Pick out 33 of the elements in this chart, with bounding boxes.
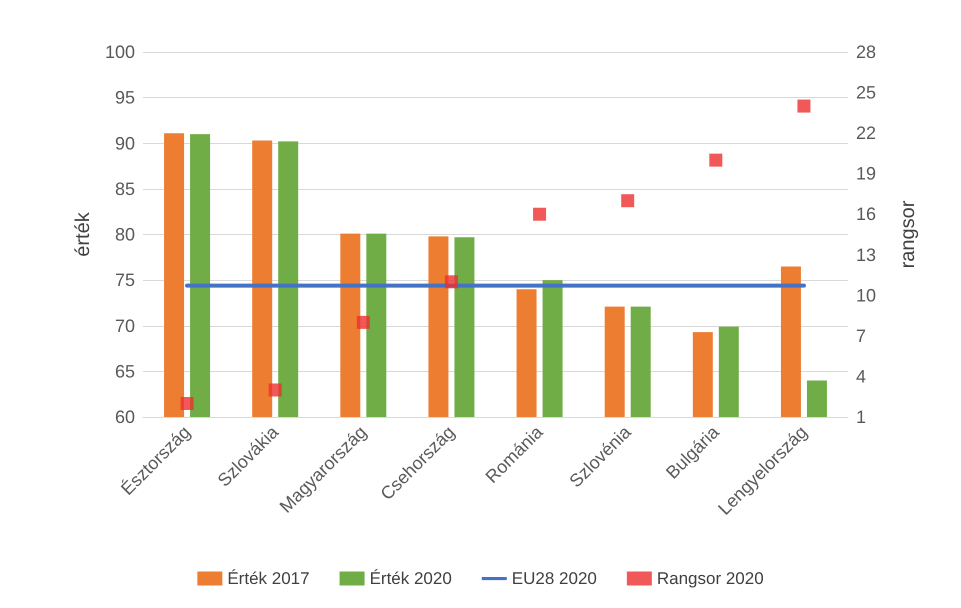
point xyxy=(268,383,282,396)
y-tick-label: 60 xyxy=(114,407,135,427)
y2-tick-label: 4 xyxy=(856,366,866,386)
y2-tick-label: 22 xyxy=(856,123,876,144)
legend-label: Rangsor 2020 xyxy=(656,569,764,588)
point xyxy=(797,100,810,113)
legend-label: Érték 2017 xyxy=(227,569,310,588)
point xyxy=(444,275,458,288)
y-tick-label: 65 xyxy=(114,361,135,382)
y2-axis-title: rangsor xyxy=(897,200,919,268)
y2-tick-label: 1 xyxy=(856,407,866,427)
y2-tick-label: 16 xyxy=(856,204,876,224)
point xyxy=(533,208,546,221)
point xyxy=(356,316,370,329)
y2-tick-label: 19 xyxy=(856,164,876,184)
y2-tick-label: 13 xyxy=(856,244,876,265)
y-tick-label: 80 xyxy=(114,224,135,244)
y-tick-label: 85 xyxy=(114,178,135,199)
legend-label: EU28 2020 xyxy=(512,569,597,588)
point xyxy=(709,154,722,167)
y-tick-label: 95 xyxy=(114,88,135,108)
legend-label: Érték 2020 xyxy=(370,569,452,588)
y-tick-label: 75 xyxy=(114,270,135,290)
y-tick-label: 100 xyxy=(104,42,135,62)
y-axis-title: érték xyxy=(72,211,94,257)
y2-tick-label: 7 xyxy=(856,326,866,346)
y-tick-label: 70 xyxy=(114,316,135,336)
point xyxy=(621,194,634,208)
y2-tick-label: 25 xyxy=(856,82,876,103)
y-tick-label: 90 xyxy=(114,133,135,154)
y2-tick-label: 10 xyxy=(856,285,876,306)
y2-tick-label: 28 xyxy=(856,42,876,62)
point xyxy=(180,396,194,410)
